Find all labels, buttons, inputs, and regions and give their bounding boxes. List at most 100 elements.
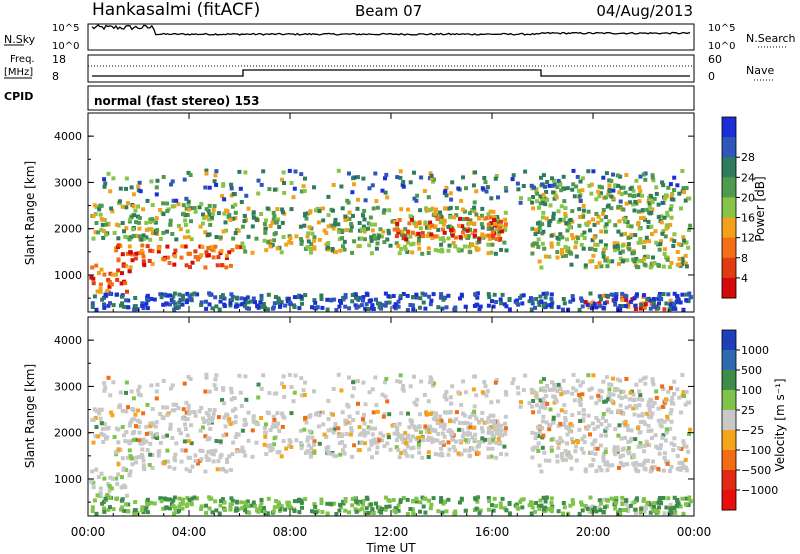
power-cell — [489, 250, 494, 255]
power-cell — [180, 302, 185, 307]
colorbar-swatch — [722, 117, 736, 138]
power-cell — [654, 191, 659, 196]
power-cell — [270, 220, 275, 225]
velocity-cell — [353, 507, 358, 512]
power-cell — [494, 300, 499, 304]
power-cell — [362, 237, 367, 242]
power-cell — [642, 239, 647, 244]
velocity-cell — [303, 415, 308, 420]
power-cell — [570, 209, 575, 214]
power-cell — [631, 194, 636, 199]
power-cell — [395, 222, 400, 226]
power-cell — [314, 306, 319, 311]
power-cell — [349, 224, 354, 229]
power-cell — [681, 186, 686, 191]
power-cell — [541, 173, 546, 178]
power-cell — [111, 176, 116, 181]
power-cell — [646, 254, 650, 259]
velocity-cell — [498, 430, 503, 435]
power-cell — [666, 185, 671, 190]
power-cell — [587, 305, 592, 310]
velocity-cell — [219, 452, 224, 457]
power-cell — [276, 217, 280, 222]
power-cell — [107, 280, 112, 285]
velocity-cell — [637, 430, 642, 435]
velocity-cell — [363, 510, 368, 515]
power-cell — [229, 182, 234, 187]
velocity-cell — [684, 502, 689, 507]
velocity-cell — [156, 450, 161, 455]
velocity-cell — [172, 495, 177, 500]
velocity-cell — [597, 465, 602, 470]
power-cell — [642, 245, 647, 250]
velocity-cell — [598, 508, 603, 513]
velocity-cell — [214, 373, 219, 378]
power-cell — [443, 189, 448, 194]
velocity-cell — [150, 435, 155, 440]
velocity-cell — [396, 503, 401, 508]
power-cell — [209, 247, 214, 252]
velocity-cell — [145, 448, 150, 453]
velocity-cell — [183, 427, 188, 431]
power-cell — [458, 216, 462, 221]
power-cell — [331, 208, 335, 213]
velocity-cell — [438, 441, 443, 445]
power-cell — [134, 251, 139, 256]
power-cell — [305, 245, 310, 250]
power-cell — [145, 293, 150, 298]
power-cell — [397, 218, 402, 222]
velocity-cell — [262, 509, 267, 514]
power-cell — [558, 232, 563, 237]
velocity-cell — [674, 503, 679, 508]
power-cell — [263, 226, 268, 231]
velocity-cell — [132, 511, 137, 516]
power-cell — [116, 258, 121, 263]
velocity-cell — [468, 454, 473, 459]
velocity-cell — [124, 390, 128, 395]
velocity-cell — [684, 496, 689, 501]
power-cell — [317, 237, 322, 242]
power-cell — [620, 291, 625, 296]
power-cell — [190, 260, 195, 265]
velocity-cell — [219, 499, 223, 503]
velocity-cell — [663, 397, 668, 402]
velocity-cell — [359, 440, 364, 445]
power-cell — [671, 302, 676, 306]
velocity-cell — [227, 454, 232, 459]
power-cell — [634, 178, 639, 183]
power-cell — [408, 303, 413, 307]
velocity-cell — [667, 469, 672, 473]
power-cell — [541, 200, 546, 205]
velocity-cell — [301, 388, 306, 393]
power-cell — [98, 288, 103, 293]
velocity-cell — [656, 418, 661, 423]
power-cell — [615, 173, 620, 178]
velocity-cell — [683, 402, 688, 407]
velocity-cell — [669, 401, 674, 406]
velocity-cell — [486, 437, 491, 442]
velocity-cell — [471, 387, 476, 392]
power-cell — [242, 214, 247, 218]
power-cell — [373, 171, 378, 176]
velocity-cell — [177, 427, 181, 432]
velocity-cell — [669, 506, 674, 511]
velocity-cell — [646, 423, 651, 428]
velocity-cell — [549, 496, 554, 501]
power-cell — [251, 296, 256, 301]
velocity-cell — [250, 454, 255, 459]
power-cell — [439, 247, 444, 252]
power-cell — [272, 187, 277, 192]
velocity-cell — [625, 424, 630, 428]
velocity-cell — [496, 399, 500, 404]
velocity-cell — [415, 397, 420, 402]
power-cell — [518, 296, 523, 300]
power-cell — [593, 247, 598, 252]
velocity-cell — [490, 446, 495, 451]
power-cell — [428, 302, 433, 307]
power-cell — [643, 254, 648, 259]
power-cell — [148, 220, 153, 225]
velocity-cell — [574, 388, 579, 393]
velocity-cell — [145, 502, 150, 507]
velocity-cell — [254, 440, 259, 445]
